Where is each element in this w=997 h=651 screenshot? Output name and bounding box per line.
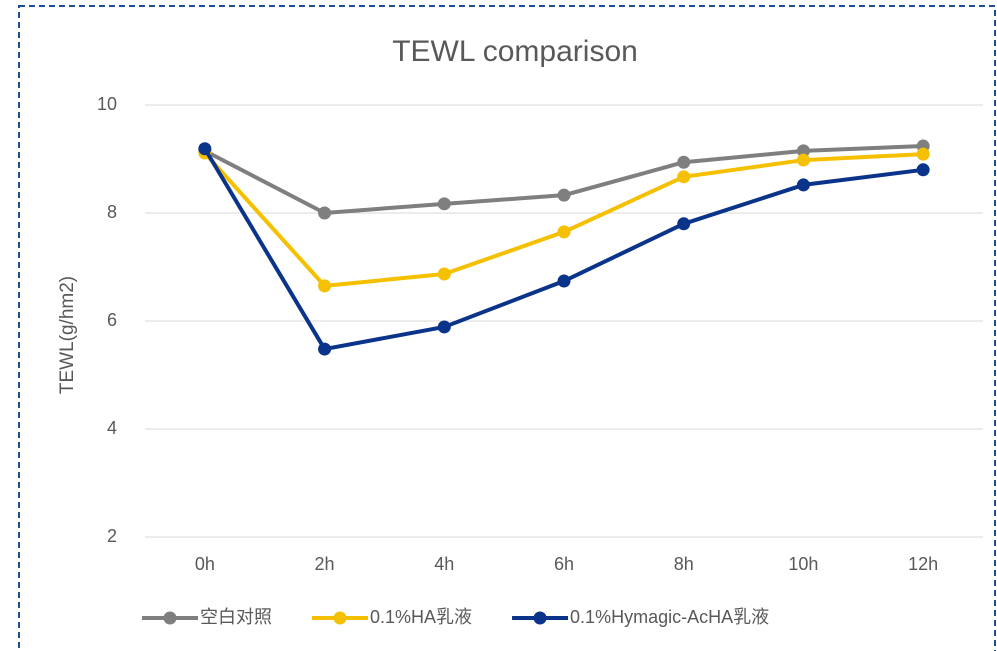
x-tick-label: 0h xyxy=(195,554,215,574)
legend-marker xyxy=(533,611,547,625)
legend-label: 0.1%HA乳液 xyxy=(370,607,472,627)
y-axis-label: TEWL(g/hm2) xyxy=(57,276,78,394)
y-tick-label: 6 xyxy=(107,310,117,330)
series-line xyxy=(203,144,924,215)
data-point xyxy=(916,163,930,177)
data-point xyxy=(557,225,571,239)
data-point xyxy=(796,144,810,158)
data-point xyxy=(557,274,571,288)
data-point xyxy=(437,267,451,281)
data-point xyxy=(677,217,691,231)
data-point xyxy=(437,320,451,334)
data-point xyxy=(677,155,691,169)
y-tick-label: 8 xyxy=(107,202,117,222)
data-point xyxy=(796,178,810,192)
x-tick-label: 4h xyxy=(434,554,454,574)
x-tick-label: 2h xyxy=(315,554,335,574)
x-tick-label: 6h xyxy=(554,554,574,574)
data-point xyxy=(318,279,332,293)
legend-label: 0.1%Hymagic-AcHA乳液 xyxy=(570,607,769,627)
series-line xyxy=(203,151,924,288)
data-point xyxy=(916,147,930,161)
data-point xyxy=(437,197,451,211)
x-tick-label: 8h xyxy=(674,554,694,574)
data-point xyxy=(677,170,691,184)
data-point xyxy=(198,142,212,156)
legend-marker xyxy=(163,611,177,625)
data-point xyxy=(796,153,810,167)
series-line xyxy=(203,147,924,352)
data-point xyxy=(318,342,332,356)
legend-marker xyxy=(333,611,347,625)
legend-label: 空白对照 xyxy=(200,607,272,627)
data-point xyxy=(557,188,571,202)
y-tick-label: 2 xyxy=(107,526,117,546)
x-tick-label: 12h xyxy=(908,554,938,574)
x-tick-label: 10h xyxy=(788,554,818,574)
chart-title: TEWL comparison xyxy=(392,35,638,68)
data-point xyxy=(318,206,332,220)
y-tick-label: 4 xyxy=(107,418,117,438)
y-tick-label: 10 xyxy=(97,94,117,114)
frame-border xyxy=(18,5,996,651)
